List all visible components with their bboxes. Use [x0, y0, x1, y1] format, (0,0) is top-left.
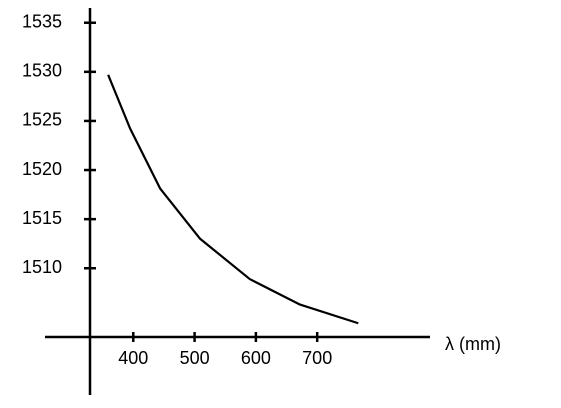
x-axis-label: λ (mm): [445, 334, 501, 354]
y-tick-label: 1520: [22, 159, 62, 179]
x-tick-label: 400: [118, 348, 148, 368]
x-tick-label: 700: [302, 348, 332, 368]
y-tick-label: 1530: [22, 61, 62, 81]
x-tick-label: 500: [180, 348, 210, 368]
y-tick-label: 1515: [22, 208, 62, 228]
line: [107, 74, 359, 325]
x-tick-label: 600: [241, 348, 271, 368]
y-tick-label: 1525: [22, 110, 62, 130]
y-tick-label: 1535: [22, 11, 62, 31]
y-tick-label: 1510: [22, 257, 62, 277]
